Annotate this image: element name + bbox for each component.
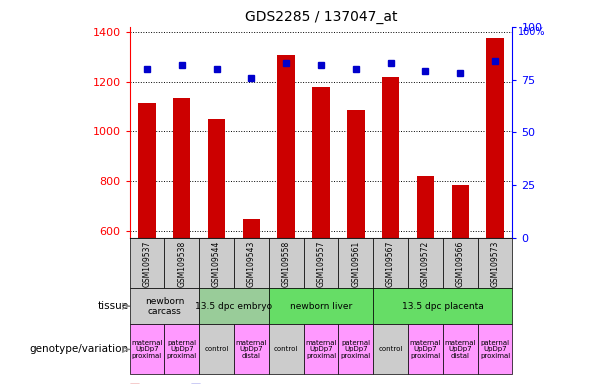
Bar [416, 176, 434, 238]
Bar [234, 238, 269, 288]
Bar [164, 324, 199, 374]
Text: control: control [204, 346, 229, 353]
Text: GSM109538: GSM109538 [177, 240, 186, 287]
Bar [269, 288, 373, 324]
Text: maternal
UpDp7
proximal: maternal UpDp7 proximal [131, 340, 163, 359]
Title: GDS2285 / 137047_at: GDS2285 / 137047_at [245, 10, 397, 25]
Bar [269, 324, 303, 374]
Text: 100%: 100% [518, 27, 545, 37]
Bar [303, 238, 339, 288]
Bar [373, 324, 408, 374]
Bar [408, 238, 443, 288]
Bar [208, 119, 225, 238]
Bar [373, 238, 408, 288]
Bar [478, 324, 512, 374]
Bar [382, 76, 399, 238]
Bar [487, 38, 504, 238]
Text: 13.5 dpc placenta: 13.5 dpc placenta [402, 302, 484, 311]
Bar [339, 324, 373, 374]
Text: GSM109566: GSM109566 [456, 240, 465, 287]
Text: maternal
UpDp7
distal: maternal UpDp7 distal [445, 340, 476, 359]
Text: GSM109543: GSM109543 [247, 240, 256, 287]
Bar [243, 219, 260, 238]
Bar [478, 238, 512, 288]
Text: paternal
UpDp7
proximal: paternal UpDp7 proximal [480, 340, 510, 359]
Bar [173, 98, 190, 238]
Text: genotype/variation: genotype/variation [30, 344, 129, 354]
Bar [199, 324, 234, 374]
Bar [138, 103, 155, 238]
Text: tissue: tissue [98, 301, 129, 311]
Text: GSM109573: GSM109573 [491, 240, 499, 287]
Text: maternal
UpDp7
proximal: maternal UpDp7 proximal [410, 340, 441, 359]
Text: GSM109567: GSM109567 [386, 240, 395, 287]
Text: GSM109561: GSM109561 [351, 240, 360, 287]
Text: GSM109572: GSM109572 [421, 240, 430, 287]
Text: GSM109557: GSM109557 [316, 240, 326, 287]
Bar [234, 324, 269, 374]
Bar [452, 185, 469, 238]
Text: control: control [274, 346, 299, 353]
Text: paternal
UpDp7
proximal: paternal UpDp7 proximal [167, 340, 197, 359]
Text: maternal
UpDp7
distal: maternal UpDp7 distal [236, 340, 267, 359]
Text: GSM109558: GSM109558 [282, 240, 291, 287]
Text: GSM109544: GSM109544 [212, 240, 221, 287]
Text: maternal
UpDp7
proximal: maternal UpDp7 proximal [305, 340, 337, 359]
Bar [339, 238, 373, 288]
Text: newborn liver: newborn liver [290, 302, 352, 311]
Bar [347, 110, 365, 238]
Bar [443, 238, 478, 288]
Bar [312, 86, 330, 238]
Bar [269, 238, 303, 288]
Bar [408, 324, 443, 374]
Bar [277, 55, 295, 238]
Bar [373, 288, 512, 324]
Text: GSM109537: GSM109537 [143, 240, 151, 287]
Bar [199, 238, 234, 288]
Bar [443, 324, 478, 374]
Text: control: control [378, 346, 403, 353]
Bar [164, 238, 199, 288]
Text: 13.5 dpc embryo: 13.5 dpc embryo [196, 302, 273, 311]
Bar [303, 324, 339, 374]
Text: paternal
UpDp7
proximal: paternal UpDp7 proximal [340, 340, 371, 359]
Text: newborn
carcass: newborn carcass [145, 297, 184, 316]
Bar [199, 288, 269, 324]
Bar [130, 324, 164, 374]
Bar [130, 288, 199, 324]
Bar [130, 238, 164, 288]
